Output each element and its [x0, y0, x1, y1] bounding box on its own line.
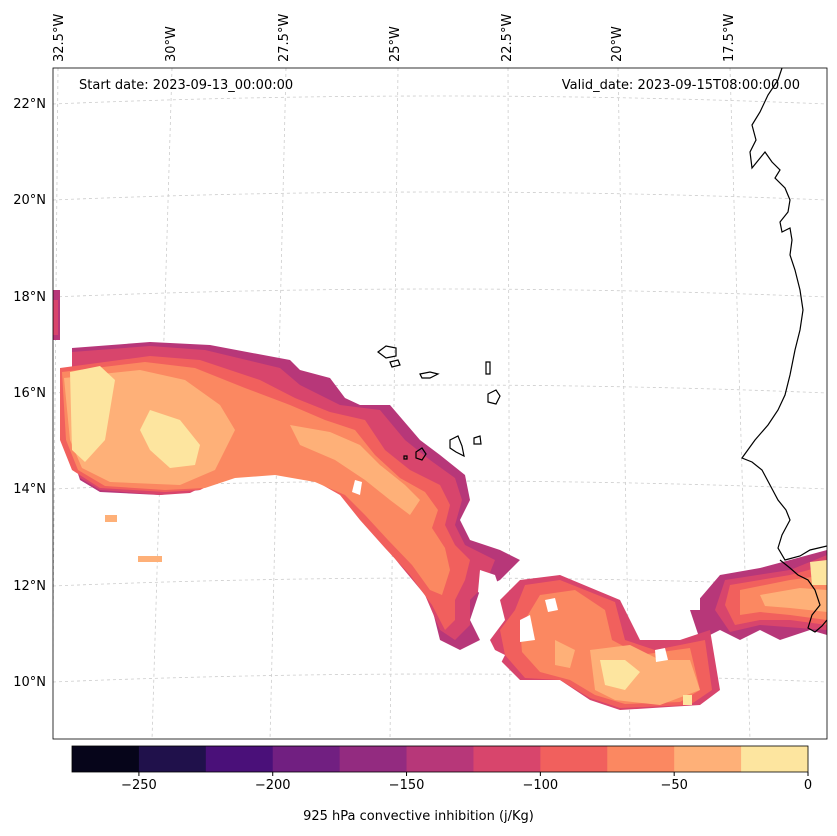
cape-verde-fogo — [415, 447, 427, 461]
lat-label-14n: 14°N — [13, 482, 46, 497]
cape-verde-sao-vicente — [389, 359, 401, 368]
lon-label-32-5w: 32.5°W — [52, 13, 67, 62]
colorbar-tick-label: −250 — [121, 778, 157, 793]
cape-verde-sal — [485, 361, 491, 375]
lat-label-16n: 16°N — [13, 386, 46, 401]
parallel-10n — [53, 673, 827, 683]
cin-contours — [53, 290, 827, 710]
cape-verde-boa-vista — [487, 389, 501, 405]
colorbar-tick-label: −50 — [660, 778, 688, 793]
cin-level-minus75 — [62, 362, 827, 704]
colorbar-segment — [540, 746, 608, 772]
colorbar-segment — [272, 746, 341, 772]
lon-label-30w: 30°W — [164, 26, 179, 62]
valid-date-label: Valid_date: 2023-09-15T08:00:00.00 — [561, 78, 800, 93]
colorbar-segment — [72, 746, 140, 772]
lon-label-27-5w: 27.5°W — [277, 13, 292, 62]
parallel-18n — [53, 288, 827, 298]
africa-coastline — [741, 68, 827, 561]
coastlines — [377, 68, 827, 633]
colorbar-tick-label: −100 — [522, 778, 559, 793]
colorbar-segment — [473, 746, 541, 772]
colorbar-segment — [674, 746, 742, 772]
lon-label-25w: 25°W — [388, 26, 403, 62]
map-frame — [52, 67, 828, 740]
parallel-22n — [53, 95, 827, 105]
meridian-32-5w — [53, 68, 59, 673]
cape-verde-maio — [473, 435, 482, 445]
colorbar-tick-label: −150 — [388, 778, 425, 793]
colorbar-segment — [205, 746, 274, 772]
colorbar-segment — [741, 746, 809, 772]
parallel-20n — [53, 191, 827, 201]
colorbar-segment — [138, 746, 207, 772]
cape-verde-santiago — [449, 435, 465, 458]
cape-verde-santo-antao — [377, 345, 397, 359]
lat-label-18n: 18°N — [13, 290, 46, 305]
lon-label-22-5w: 22.5°W — [500, 13, 515, 62]
start-date-label: Start date: 2023-09-13_00:00:00 — [79, 78, 294, 93]
colorbar-frame — [71, 745, 809, 773]
lat-label-20n: 20°N — [13, 193, 46, 208]
colorbar-label: 925 hPa convective inhibition (j/Kg) — [303, 809, 534, 824]
parallel-12n — [53, 577, 827, 587]
colorbar — [71, 745, 809, 776]
cape-verde-brava — [403, 455, 408, 460]
colorbar-tick-label: −200 — [254, 778, 291, 793]
lat-label-22n: 22°N — [13, 97, 46, 112]
colorbar-tick-label: 0 — [803, 778, 813, 793]
meridian-25w — [389, 68, 399, 739]
guinea-coast-islands — [779, 559, 827, 633]
lat-label-10n: 10°N — [13, 675, 46, 690]
colorbar-segment — [406, 746, 474, 772]
cin-level-minus50 — [64, 370, 827, 705]
lon-label-20w: 20°W — [610, 26, 625, 62]
colorbar-segment — [607, 746, 675, 772]
colorbar-segment — [339, 746, 408, 772]
lat-label-12n: 12°N — [13, 579, 46, 594]
lon-label-17-5w: 17.5°W — [722, 13, 737, 62]
cape-verde-sao-nicolau — [419, 371, 440, 379]
